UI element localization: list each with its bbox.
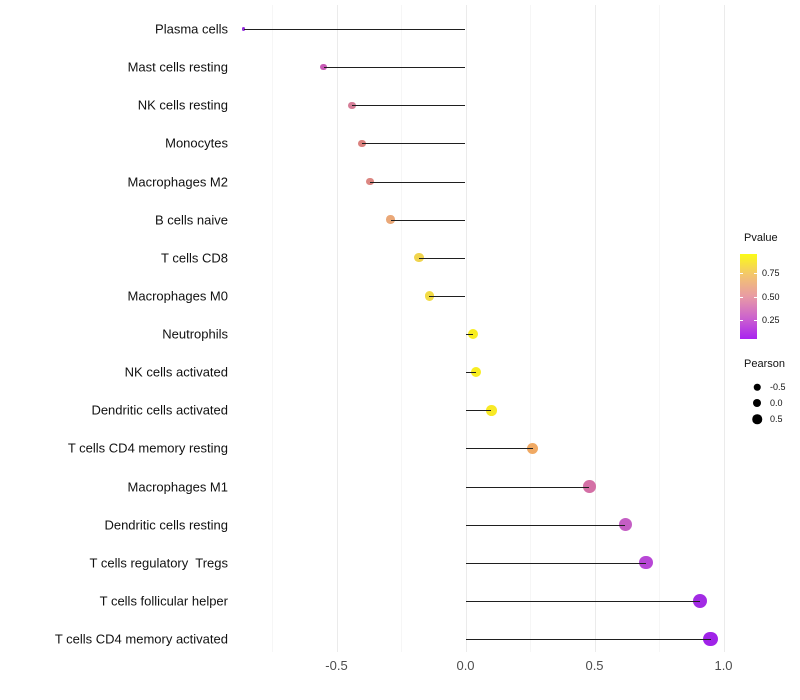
category-label: Macrophages M0 xyxy=(127,288,228,304)
lollipop-dot xyxy=(386,215,395,224)
lollipop-stem xyxy=(362,143,466,145)
lollipop-stem xyxy=(465,448,533,450)
lollipop-stem xyxy=(465,334,474,335)
lollipop-dot xyxy=(526,442,539,455)
pearson-size-label: 0.0 xyxy=(770,398,783,408)
pvalue-tick-mark xyxy=(740,273,743,275)
lollipop-dot xyxy=(468,328,479,340)
pvalue-tick-label: 0.50 xyxy=(762,292,780,302)
gridline-minor xyxy=(272,5,273,652)
category-label: Macrophages M2 xyxy=(127,174,228,189)
lollipop-stem xyxy=(419,257,466,259)
lollipop-stem xyxy=(465,639,711,640)
category-label: T cells CD4 memory resting xyxy=(67,440,228,456)
category-label: Mast cells resting xyxy=(127,59,228,75)
category-label: Neutrophils xyxy=(162,326,228,342)
category-label: T cells follicular helper xyxy=(99,593,228,609)
lollipop-stem xyxy=(465,410,492,412)
lollipop-dot xyxy=(485,404,497,416)
category-label: NK cells resting xyxy=(137,97,228,113)
pearson-size-dot xyxy=(753,383,761,391)
pearson-size-dot xyxy=(752,414,762,424)
gridline-major xyxy=(594,5,596,652)
lollipop-dot xyxy=(639,556,653,570)
x-axis-tick-label: 0.5 xyxy=(585,658,604,673)
gridline-minor xyxy=(530,5,531,652)
lollipop-dot xyxy=(470,366,481,378)
pearson-size-label: -0.5 xyxy=(770,382,786,392)
lollipop-stem xyxy=(323,67,466,69)
pvalue-tick-mark xyxy=(754,297,757,298)
pearson-size-dot xyxy=(753,399,761,407)
lollipop-dot xyxy=(414,253,424,263)
category-label: Macrophages M1 xyxy=(127,479,228,494)
lollipop-stem xyxy=(465,562,647,564)
lollipop-stem xyxy=(429,295,466,297)
pvalue-tick-mark xyxy=(740,319,743,321)
lollipop-stem xyxy=(465,600,701,602)
gridline-minor xyxy=(659,5,660,652)
category-label: Dendritic cells resting xyxy=(104,517,228,533)
gridline-major xyxy=(336,5,338,652)
lollipop-dot xyxy=(693,593,708,608)
lollipop-dot xyxy=(618,518,632,532)
gridline-major xyxy=(465,5,467,652)
category-label: Monocytes xyxy=(165,135,228,151)
pvalue-tick-label: 0.75 xyxy=(762,268,780,279)
pvalue-legend-title: Pvalue xyxy=(744,232,778,244)
pvalue-gradient-bar xyxy=(740,254,757,339)
lollipop-stem xyxy=(465,372,476,374)
lollipop-dot xyxy=(358,139,367,148)
category-label: B cells naive xyxy=(155,212,228,228)
lollipop-stem xyxy=(370,181,466,183)
category-label: Plasma cells xyxy=(155,21,228,37)
lollipop-stem xyxy=(351,105,466,107)
category-label: T cells regulatory Tregs xyxy=(89,555,228,571)
lollipop-stem xyxy=(465,524,626,526)
lollipop-dot xyxy=(703,631,718,647)
lollipop-stem xyxy=(243,29,466,30)
category-label: NK cells activated xyxy=(124,364,228,380)
pvalue-tick-label: 0.25 xyxy=(762,314,780,325)
category-label: T cells CD4 memory activated xyxy=(54,631,228,647)
pearson-size-label: 0.5 xyxy=(770,414,783,424)
gridline-major xyxy=(723,5,725,652)
lollipop-stem xyxy=(390,219,466,221)
lollipop-dot xyxy=(424,291,435,301)
pvalue-tick-mark xyxy=(754,273,757,275)
x-axis-tick-label: -0.5 xyxy=(325,658,348,673)
gridline-minor xyxy=(401,5,402,652)
lollipop-dot xyxy=(348,101,356,109)
category-label: Dendritic cells activated xyxy=(91,402,228,418)
lollipop-dot xyxy=(366,177,374,186)
x-axis-tick-label: 1.0 xyxy=(714,658,733,673)
lollipop-dot xyxy=(583,480,596,493)
category-label: T cells CD8 xyxy=(161,250,228,266)
pvalue-tick-mark xyxy=(740,297,743,298)
lollipop-dot xyxy=(320,63,327,71)
pvalue-tick-mark xyxy=(754,319,757,321)
pearson-legend-title: Pearson xyxy=(744,358,785,370)
lollipop-stem xyxy=(465,486,590,488)
lollipop-dot xyxy=(242,27,246,31)
x-axis-tick-label: 0.0 xyxy=(456,658,475,673)
